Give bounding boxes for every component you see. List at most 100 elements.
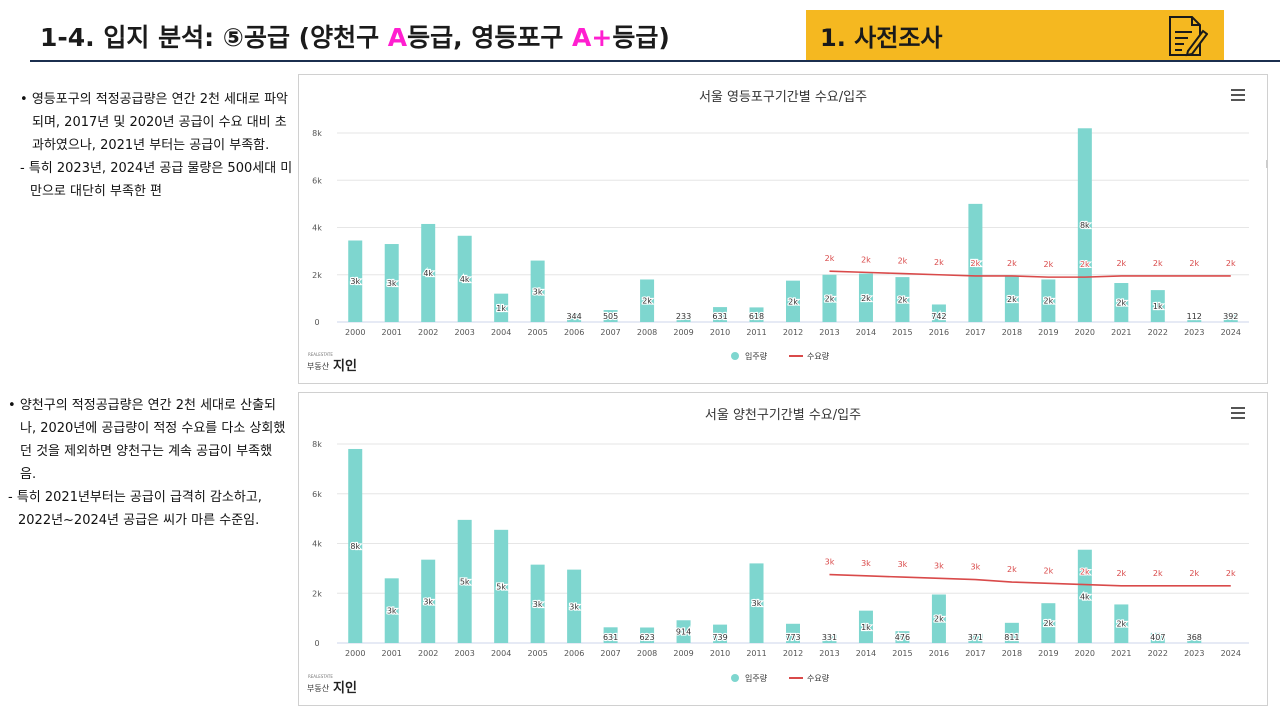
bar <box>713 307 728 322</box>
brand-logo: REALESTATE 부동산 지인 <box>307 351 367 377</box>
legend-label-demand: 수요량 <box>807 673 830 683</box>
y-tick-label: 4k <box>312 540 322 549</box>
x-tick-label: 2006 <box>564 328 584 337</box>
x-tick-label: 2004 <box>491 328 511 337</box>
bar <box>421 223 436 322</box>
y-tick-label: 8k <box>312 440 322 449</box>
chart-panel-yangcheon: 서울 양천구기간별 수요/입주 0 2k 4k 6k 8k 8k 2000 3k 2001 3k 20… <box>298 392 1268 706</box>
chart-title: 서울 영등포구기간별 수요/입주 <box>699 90 867 105</box>
x-tick-label: 2022 <box>1148 328 1168 337</box>
bar <box>822 274 837 322</box>
bar <box>1150 290 1165 322</box>
bar <box>603 310 618 322</box>
x-tick-label: 2012 <box>783 649 803 658</box>
bar <box>348 240 363 322</box>
x-tick-label: 2021 <box>1111 328 1131 337</box>
bar <box>421 559 436 643</box>
title-end: 등급) <box>612 23 670 52</box>
bar-data-label: 233 <box>676 312 691 321</box>
brand-logo: REALESTATE 부동산 지인 <box>307 673 367 699</box>
note-detail: - 특히 2023년, 2024년 공급 물량은 500세대 미만으로 대단히 … <box>20 161 293 199</box>
x-tick-label: 2023 <box>1184 649 1204 658</box>
y-tick-label: 0 <box>314 639 319 648</box>
grade-a-plus: A+ <box>572 23 613 52</box>
line-data-label: 3k <box>898 560 908 569</box>
x-tick-label: 2002 <box>418 649 438 658</box>
bar-data-label: 112 <box>1187 312 1202 321</box>
x-tick-label: 2018 <box>1002 649 1022 658</box>
x-tick-label: 2005 <box>527 328 547 337</box>
bar-data-label: 914 <box>676 628 691 637</box>
bar-data-label: 368 <box>1187 633 1202 642</box>
bar <box>1114 604 1129 643</box>
bar-data-label: 371 <box>968 633 983 642</box>
y-tick-label: 0 <box>314 318 319 327</box>
bar-data-label: 1k <box>496 304 506 313</box>
x-tick-label: 2024 <box>1221 649 1241 658</box>
x-tick-label: 2003 <box>455 328 475 337</box>
bar-data-label: 8k <box>350 542 360 551</box>
bar-data-label: 8k <box>1080 221 1090 230</box>
x-tick-label: 2016 <box>929 328 949 337</box>
bar <box>968 633 983 643</box>
bar-data-label: 407 <box>1150 633 1165 642</box>
bar-data-label: 3k <box>350 277 360 286</box>
bar-data-label: 5k <box>971 259 981 268</box>
bar <box>676 620 691 643</box>
bar-data-label: 1k <box>861 623 871 632</box>
x-tick-label: 2020 <box>1075 328 1095 337</box>
bar-data-label: 344 <box>566 312 581 321</box>
x-tick-label: 2023 <box>1184 328 1204 337</box>
bar-data-label: 631 <box>603 633 618 642</box>
bar <box>1041 279 1056 322</box>
bar <box>640 627 655 643</box>
line-data-label: 2k <box>971 259 981 268</box>
line-data-label: 2k <box>934 258 944 267</box>
x-tick-label: 2014 <box>856 328 876 337</box>
bar <box>1077 549 1092 643</box>
bar-data-label: 2k <box>898 296 908 305</box>
legend-label-demand: 수요량 <box>807 351 830 361</box>
x-tick-label: 2007 <box>600 328 620 337</box>
x-tick-label: 2015 <box>892 328 912 337</box>
bar-data-label: 2k <box>1116 620 1126 629</box>
chart-menu-icon[interactable] <box>1231 407 1245 422</box>
chart-title: 서울 양천구기간별 수요/입주 <box>705 408 861 423</box>
note-bullet-text: 영등포구의 적정공급량은 연간 2천 세대로 파악되며, 2017년 및 202… <box>31 92 288 153</box>
line-data-label: 2k <box>861 255 871 264</box>
x-tick-label: 2011 <box>746 649 766 658</box>
x-tick-label: 2003 <box>455 649 475 658</box>
bar-data-label: 476 <box>895 633 910 642</box>
bar-data-label: 3k <box>533 600 543 609</box>
bar <box>786 280 800 322</box>
bar-data-label: 5k <box>460 577 470 586</box>
x-tick-label: 2014 <box>856 649 876 658</box>
chart-menu-icon[interactable] <box>1231 89 1245 104</box>
line-data-label: 3k <box>934 561 944 570</box>
line-data-label: 2k <box>898 257 908 266</box>
x-tick-label: 2017 <box>965 649 985 658</box>
legend-label-supply: 입주량 <box>745 351 768 361</box>
bar <box>1223 312 1238 322</box>
y-tick-label: 2k <box>312 271 322 280</box>
logo-brand-left: 부동산 <box>307 361 330 371</box>
y-tick-label: 6k <box>312 176 322 185</box>
line-data-label: 2k <box>825 254 835 263</box>
x-tick-label: 2017 <box>965 328 985 337</box>
note-bullet: • 영등포구의 적정공급량은 연간 2천 세대로 파악되며, 2017년 및 2… <box>20 92 288 153</box>
line-data-label: 2k <box>1116 259 1126 268</box>
bar-data-label: 3k <box>387 279 397 288</box>
bar <box>1041 603 1056 643</box>
y-tick-label: 6k <box>312 490 322 499</box>
bar-data-label: 2k <box>642 297 652 306</box>
yeongdeungpo-notes: • 영등포구의 적정공급량은 연간 2천 세대로 파악되며, 2017년 및 2… <box>20 88 296 203</box>
line-data-label: 2k <box>1043 566 1053 575</box>
line-data-label: 2k <box>1153 569 1163 578</box>
x-tick-label: 2000 <box>345 649 365 658</box>
page-title: 1-4. 입지 분석: ⑤공급 (양천구 A등급, 영등포구 A+등급) <box>40 18 670 54</box>
bar <box>931 594 946 643</box>
bar-data-label: 3k <box>752 599 762 608</box>
bar <box>968 203 983 322</box>
bar <box>713 624 728 643</box>
bar <box>530 564 545 643</box>
